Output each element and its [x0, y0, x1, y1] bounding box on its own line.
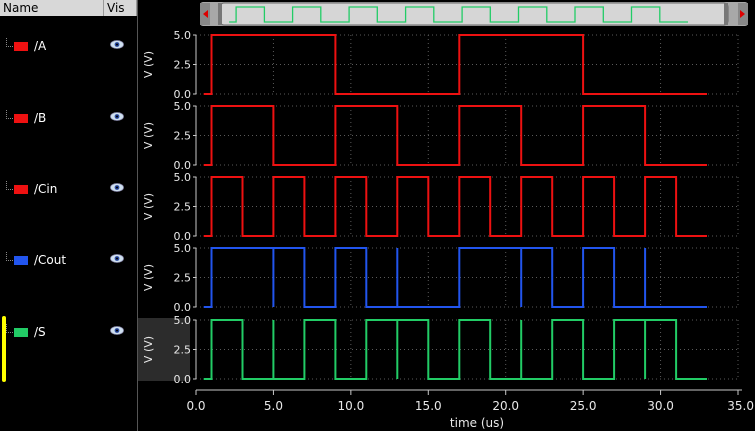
waveform-panel[interactable]: 0.0 2.5 5.0 V (V)	[138, 29, 739, 101]
tree-connector	[6, 110, 13, 119]
signal-trace	[203, 105, 707, 166]
tree-connector	[6, 324, 13, 333]
tree-connector	[6, 252, 13, 261]
eye-icon[interactable]	[110, 183, 124, 192]
waveform-panels: 0.0 2.5 5.0 V (V) 0.0 2.5 5.0 V (V) 0.0 2.5 5.0 V (…	[138, 29, 739, 386]
eye-icon[interactable]	[110, 326, 124, 335]
color-swatch	[14, 42, 28, 51]
x-tick-label: 35.0	[727, 399, 754, 413]
color-swatch	[14, 114, 28, 123]
y-tick-label: 0.0	[174, 88, 192, 101]
scroll-thumb-left-edge[interactable]	[218, 3, 222, 25]
selection-marker	[2, 316, 6, 382]
y-tick-label: 5.0	[174, 29, 192, 42]
x-tick-label: 30.0	[647, 399, 674, 413]
signal-row-b[interactable]: /B	[0, 108, 137, 128]
y-tick-label: 2.5	[174, 344, 192, 357]
signal-label: /A	[34, 39, 47, 53]
panel-axis-background	[138, 33, 190, 96]
signal-list-panel: Name Vis /A /B /Cin /Cout /S	[0, 0, 138, 431]
x-tick-label: 20.0	[492, 399, 519, 413]
panel-axis-background	[138, 104, 190, 167]
color-swatch	[14, 256, 28, 265]
y-axis-label: V (V)	[142, 51, 155, 78]
x-tick-label: 10.0	[337, 399, 364, 413]
waveform-panel[interactable]: 0.0 2.5 5.0 V (V)	[138, 242, 739, 314]
signal-row-s[interactable]: /S	[0, 322, 137, 342]
arrow-right-glyph	[740, 10, 745, 18]
color-swatch	[14, 185, 28, 194]
y-tick-label: 5.0	[174, 242, 192, 255]
signal-label: /Cin	[34, 182, 58, 196]
tree-connector	[6, 38, 13, 47]
eye-icon[interactable]	[110, 112, 124, 121]
color-swatch	[14, 328, 28, 337]
y-tick-label: 0.0	[174, 230, 192, 243]
y-tick-label: 5.0	[174, 171, 192, 184]
y-tick-label: 2.5	[174, 201, 192, 214]
eye-icon[interactable]	[110, 254, 124, 263]
waveform-panel[interactable]: 0.0 2.5 5.0 V (V)	[138, 171, 739, 243]
y-tick-label: 0.0	[174, 159, 192, 172]
signal-trace	[203, 319, 707, 380]
y-tick-label: 2.5	[174, 130, 192, 143]
signal-trace	[203, 176, 707, 237]
y-axis-label: V (V)	[142, 122, 155, 149]
panel-axis-background	[138, 246, 190, 309]
overview-waveform	[229, 6, 688, 23]
eye-icon[interactable]	[110, 40, 124, 49]
y-tick-label: 0.0	[174, 373, 192, 386]
signal-row-cout[interactable]: /Cout	[0, 250, 137, 270]
signal-row-a[interactable]: /A	[0, 36, 137, 56]
x-tick-label: 15.0	[415, 399, 442, 413]
scroll-thumb[interactable]	[219, 2, 729, 26]
y-tick-label: 5.0	[174, 100, 192, 113]
scroll-thumb-right-edge[interactable]	[724, 3, 728, 25]
overview-scrollbar[interactable]	[200, 2, 748, 26]
y-tick-label: 0.0	[174, 301, 192, 314]
waveform-plot-area[interactable]: 0.0 2.5 5.0 V (V) 0.0 2.5 5.0 V (V) 0.0 2.5 5.0 V (…	[138, 0, 755, 431]
signal-label: /Cout	[34, 253, 67, 267]
y-tick-label: 2.5	[174, 272, 192, 285]
panel-axis-background	[138, 318, 190, 381]
signal-label: /S	[34, 325, 46, 339]
time-axis: 0.0 5.0 10.0 15.0 20.0 25.0 30.0 35.0 time (us)	[186, 389, 754, 430]
x-axis-label: time (us)	[450, 416, 504, 430]
y-tick-label: 2.5	[174, 59, 192, 72]
tree-connector	[6, 181, 13, 190]
y-axis-label: V (V)	[142, 193, 155, 220]
waveform-chart[interactable]: 0.0 2.5 5.0 V (V) 0.0 2.5 5.0 V (V) 0.0 2.5 5.0 V (…	[138, 0, 755, 431]
signal-label: /B	[34, 111, 47, 125]
x-tick-label: 25.0	[570, 399, 597, 413]
signal-trace	[203, 34, 707, 95]
x-tick-label: 5.0	[264, 399, 283, 413]
y-axis-label: V (V)	[142, 264, 155, 291]
signal-trace	[203, 247, 707, 308]
name-column-header[interactable]: Name	[0, 0, 104, 16]
y-tick-label: 5.0	[174, 314, 192, 327]
y-axis-label: V (V)	[142, 336, 155, 363]
signal-row-cin[interactable]: /Cin	[0, 179, 137, 199]
panel-axis-background	[138, 175, 190, 238]
arrow-left-glyph	[203, 10, 208, 18]
waveform-panel[interactable]: 0.0 2.5 5.0 V (V)	[138, 314, 739, 386]
x-tick-label: 0.0	[186, 399, 205, 413]
waveform-panel[interactable]: 0.0 2.5 5.0 V (V)	[138, 100, 739, 172]
vis-column-header[interactable]: Vis	[104, 0, 137, 16]
